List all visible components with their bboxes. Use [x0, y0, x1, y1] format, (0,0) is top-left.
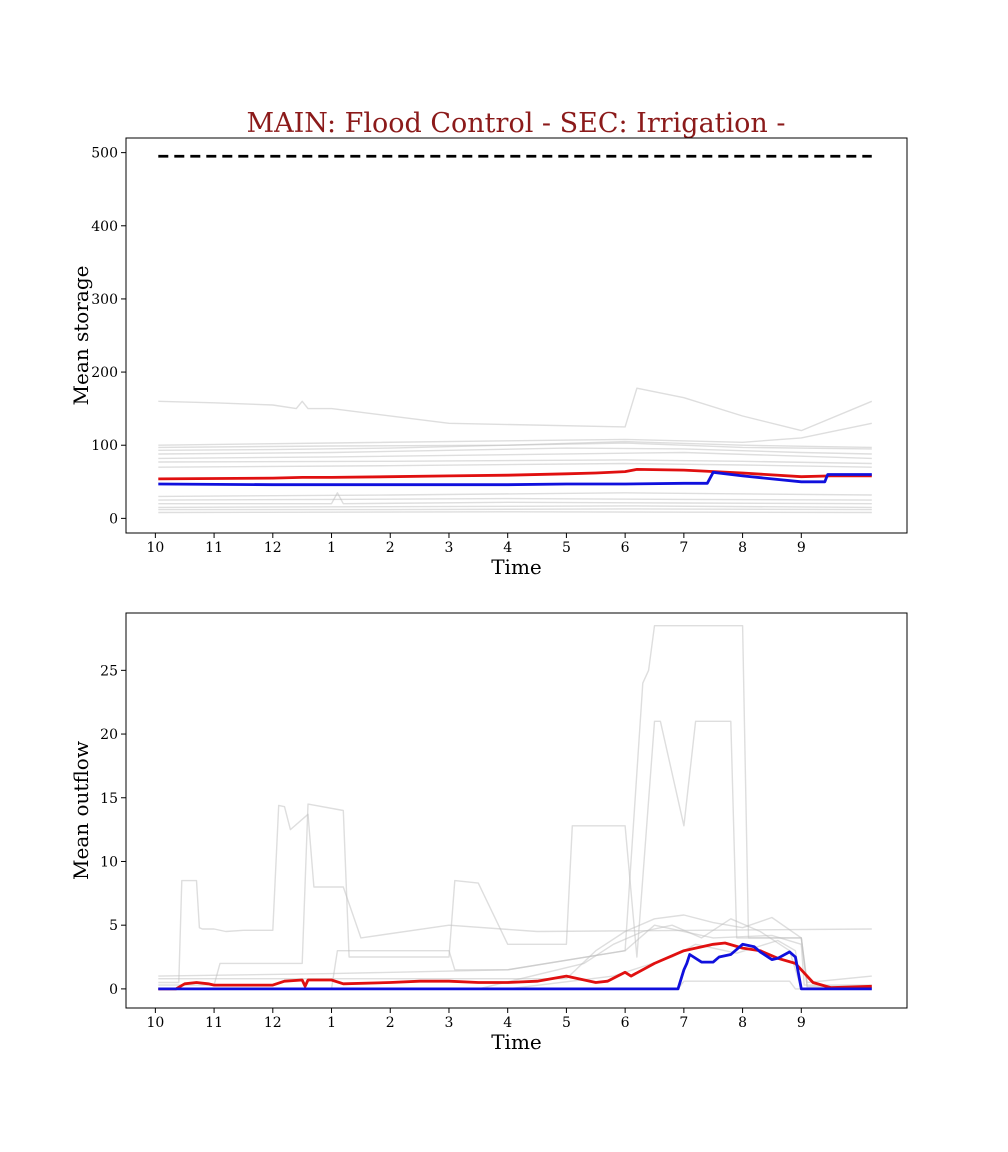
x-tick-label: 8: [738, 1015, 747, 1031]
main-series-line: [158, 470, 872, 487]
y-tick-label: 200: [91, 365, 118, 381]
ensemble-series-line: [158, 511, 872, 514]
y-tick-label: 15: [100, 791, 118, 807]
y-tick-label: 100: [91, 438, 118, 454]
y-axis-label: Mean storage: [69, 266, 93, 406]
ensemble-series-line: [158, 497, 872, 501]
ensemble-series-line: [158, 447, 872, 455]
x-tick-label: 11: [205, 540, 223, 556]
chart-title: MAIN: Flood Control - SEC: Irrigation -: [246, 108, 785, 139]
x-tick-label: 4: [503, 1015, 512, 1031]
x-tick-label: 3: [445, 1015, 454, 1031]
ensemble-series-line: [158, 508, 872, 511]
y-tick-label: 0: [109, 511, 118, 527]
y-tick-label: 5: [109, 918, 118, 934]
ensemble-series-line: [158, 442, 872, 451]
x-tick-label: 11: [205, 1015, 223, 1031]
y-tick-label: 10: [100, 854, 118, 870]
x-tick-label: 7: [679, 540, 688, 556]
y-tick-label: 20: [100, 727, 118, 743]
ensemble-series-line: [158, 492, 872, 498]
ensemble-series-line: [158, 462, 872, 468]
ensemble-series-line: [158, 804, 872, 984]
ensemble-series-line: [158, 387, 873, 432]
x-tick-label: 10: [146, 540, 164, 556]
y-tick-label: 500: [91, 146, 118, 162]
ensemble-series-line: [158, 924, 872, 986]
y-tick-label: 300: [91, 292, 118, 308]
y-axis-label: Mean outflow: [69, 741, 93, 880]
ensemble-series-line: [158, 459, 872, 465]
ensemble-series-line: [158, 914, 872, 989]
secondary-series-line: [158, 467, 872, 481]
x-tick-label: 12: [264, 540, 282, 556]
ensemble-series-line: [158, 422, 872, 446]
y-tick-label: 400: [91, 219, 118, 235]
x-tick-label: 1: [327, 540, 336, 556]
ensemble-series-line: [158, 505, 872, 509]
x-tick-label: 8: [738, 540, 747, 556]
main-series-line: [158, 942, 872, 991]
x-tick-label: 2: [386, 1015, 395, 1031]
x-tick-label: 12: [264, 1015, 282, 1031]
x-tick-label: 5: [562, 540, 571, 556]
x-tick-label: 9: [797, 540, 806, 556]
x-tick-label: 3: [445, 540, 454, 556]
x-tick-label: 6: [621, 540, 630, 556]
y-tick-label: 0: [109, 982, 118, 998]
x-tick-label: 7: [679, 1015, 688, 1031]
plot-frame: [125, 137, 908, 534]
x-tick-label: 2: [386, 540, 395, 556]
y-tick-label: 25: [100, 663, 118, 679]
x-tick-label: 1: [327, 1015, 336, 1031]
x-tick-label: 4: [503, 540, 512, 556]
x-tick-label: 9: [797, 1015, 806, 1031]
plot-frame: [125, 612, 908, 1009]
ensemble-series-line: [158, 625, 872, 990]
x-axis-label: Time: [491, 1030, 542, 1054]
secondary-series-line: [158, 941, 872, 991]
x-tick-label: 10: [146, 1015, 164, 1031]
x-tick-label: 5: [562, 1015, 571, 1031]
ensemble-series-line: [158, 492, 872, 505]
x-axis-label: Time: [491, 555, 542, 579]
ensemble-series-line: [158, 720, 872, 986]
x-tick-label: 6: [621, 1015, 630, 1031]
ensemble-series-line: [158, 451, 872, 460]
